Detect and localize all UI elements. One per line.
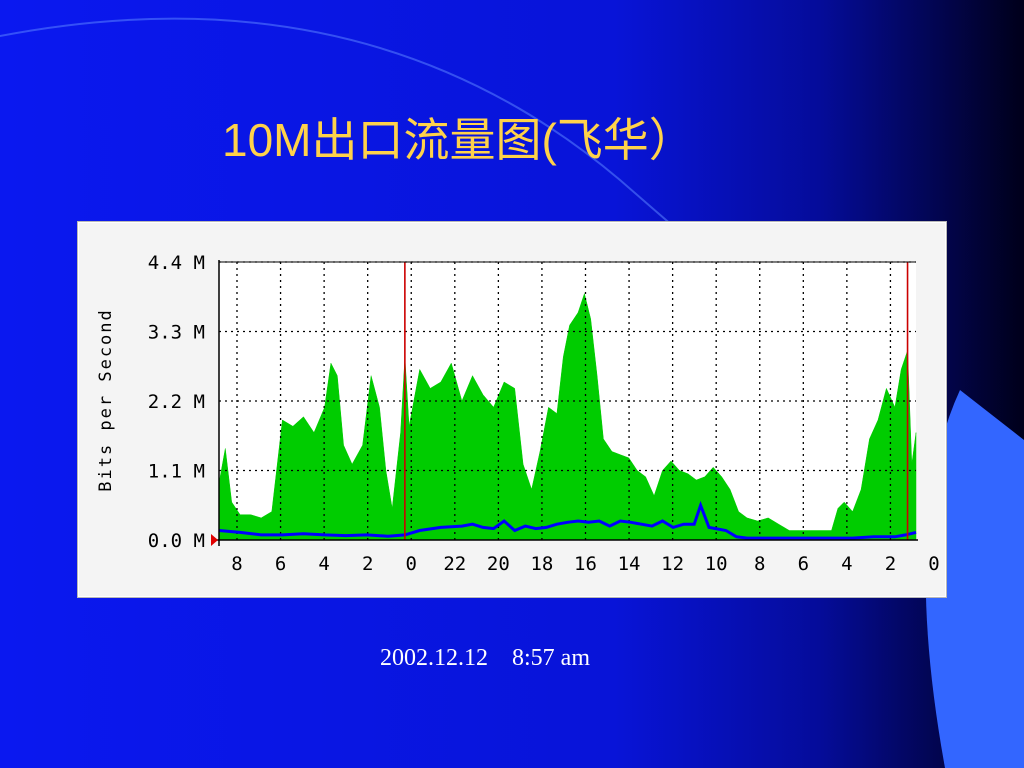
series-area-0 xyxy=(218,292,917,541)
y-tick-labels: 0.0 M 1.1 M 2.2 M 3.3 M 4.4 M xyxy=(148,252,205,552)
x-tick-label: 6 xyxy=(798,553,809,575)
x-tick-label: 0 xyxy=(928,553,939,575)
x-tick-label: 0 xyxy=(406,553,417,575)
traffic-chart: 0.0 M1.1 M2.2 M3.3 M4.4 M 8 6 4 2 0 22 20 18 16 1… xyxy=(96,252,940,575)
x-tick-label: 8 xyxy=(754,553,765,575)
y-tick-label: 2.2 M xyxy=(148,391,205,413)
y-tick-label: 1.1 M xyxy=(148,461,205,483)
x-tick-label: 22 xyxy=(443,553,466,575)
timestamp: 2002.12.12 8:57 am xyxy=(380,645,590,671)
line-layer xyxy=(218,500,917,540)
x-tick-label: 20 xyxy=(487,553,510,575)
x-tick-labels: 8 6 4 2 0 22 20 18 16 14 12 10 8 6 4 2 0 xyxy=(231,553,939,575)
y-tick-label: 3.3 M xyxy=(148,322,205,344)
x-tick-label: 6 xyxy=(275,553,286,575)
x-tick-label: 4 xyxy=(841,553,852,575)
slide-title: 10M出口流量图(飞华） xyxy=(222,114,695,166)
x-tick-label: 16 xyxy=(574,553,597,575)
marker-layer xyxy=(404,262,909,540)
x-axis-origin-arrow xyxy=(211,534,218,546)
x-tick-label: 2 xyxy=(885,553,896,575)
y-axis-label: Bits per Second xyxy=(96,308,116,492)
y-tick-label: 0.0 M xyxy=(148,530,205,552)
x-tick-label: 10 xyxy=(705,553,728,575)
y-tick-label: 4.4 M xyxy=(148,252,205,274)
x-tick-label: 18 xyxy=(530,553,553,575)
axes-layer xyxy=(211,260,918,546)
x-tick-label: 2 xyxy=(362,553,373,575)
decorative-shape xyxy=(925,390,1024,768)
x-tick-label: 12 xyxy=(661,553,684,575)
series-line-1 xyxy=(218,500,917,540)
x-tick-label: 8 xyxy=(231,553,242,575)
x-tick-label: 14 xyxy=(618,553,641,575)
traffic-chart-panel: 0.0 M 1.1 M 2.2 M 3.3 M 4.4 M 8 6 4 2 0 22 20 18 16 1… xyxy=(77,221,947,598)
x-tick-label: 4 xyxy=(318,553,329,575)
